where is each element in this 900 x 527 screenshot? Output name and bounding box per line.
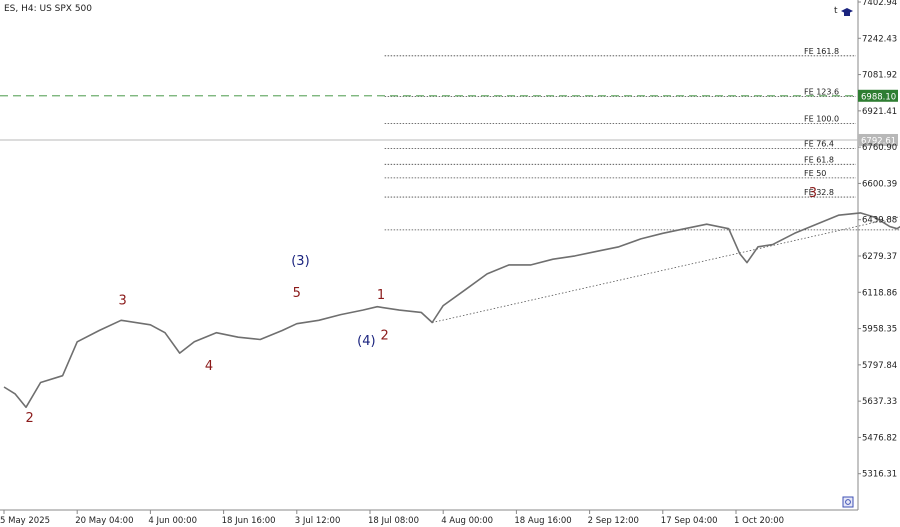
wave-label: (3) [291, 254, 309, 269]
x-tick-label: 17 Sep 04:00 [661, 516, 718, 526]
y-tick-label: 7242.43 [862, 34, 897, 44]
settings-square-icon[interactable] [842, 496, 854, 508]
current-price-label: 6792.61 [861, 136, 896, 146]
x-tick-label: 1 Oct 20:00 [734, 516, 784, 526]
y-axis: 7402.94 7242.43 7081.92 6921.41 6760.90 6600.… [858, 0, 897, 480]
x-tick-label: 18 Jul 08:00 [368, 516, 419, 526]
wave-label: 1 [377, 288, 385, 303]
x-tick-label: 4 Aug 00:00 [441, 516, 493, 526]
fe-label: FE 50 [804, 169, 826, 178]
fe-label: FE 161.8 [804, 47, 839, 56]
fe-label: FE 123.6 [804, 87, 839, 96]
wave-label: 5 [293, 286, 301, 301]
fe-label: FE 61.8 [804, 155, 834, 164]
x-tick-label: 3 Jul 12:00 [295, 516, 341, 526]
x-tick-label: 18 Jun 16:00 [222, 516, 276, 526]
x-tick-label: 5 May 2025 [0, 516, 50, 526]
y-tick-label: 7402.94 [862, 0, 897, 8]
y-tick-label: 6118.86 [862, 288, 897, 298]
level-price-label: 6988.10 [861, 92, 896, 102]
y-tick-label: 6279.37 [862, 252, 897, 262]
y-tick-label: 5476.82 [862, 433, 897, 443]
fibonacci-extensions: FE 161.8 FE 123.6 FE 100.0 FE 76.4 FE 61.8 FE… [384, 47, 900, 231]
wave-label: 2 [25, 411, 33, 426]
corner-t-icon: t [834, 6, 838, 16]
x-tick-label: 20 May 04:00 [75, 516, 133, 526]
fe-label: FE 76.4 [804, 139, 834, 148]
trendline [432, 216, 900, 323]
x-tick-label: 4 Jun 00:00 [148, 516, 197, 526]
y-tick-label: 5637.33 [862, 397, 897, 407]
x-tick-label: 2 Sep 12:00 [588, 516, 639, 526]
y-tick-label: 5797.84 [862, 361, 897, 371]
wave-label: 3 [809, 186, 817, 201]
wave-label: (4) [357, 334, 375, 349]
wave-label: 3 [118, 293, 126, 308]
y-tick-label: 6439.88 [862, 216, 897, 226]
price-series [3, 212, 900, 409]
current-price-box [858, 133, 898, 146]
price-line [3, 212, 900, 409]
y-tick-label: 5958.35 [862, 325, 897, 335]
y-tick-label: 7081.92 [862, 71, 897, 81]
x-axis: 5 May 2025 20 May 04:00 4 Jun 00:00 18 Jun … [0, 510, 784, 526]
level-price-box [858, 89, 898, 102]
y-tick-label: 5316.31 [862, 470, 897, 480]
wave-label: 4 [205, 359, 213, 374]
x-tick-label: 18 Aug 16:00 [514, 516, 571, 526]
y-tick-label: 6760.90 [862, 143, 897, 153]
fe-label: FE 32.8 [804, 188, 834, 197]
fe-label: FE 100.0 [804, 115, 839, 124]
level-lines: 6988.10 6792.61 [0, 89, 898, 146]
wave-label: 2 [380, 329, 388, 344]
trendlines [432, 216, 900, 323]
graduation-cap-icon[interactable] [841, 8, 853, 16]
y-tick-label: 6921.41 [862, 107, 897, 117]
chart-symbol-title: ES, H4: US SPX 500 [4, 4, 92, 14]
y-tick-label: 6600.39 [862, 179, 897, 189]
